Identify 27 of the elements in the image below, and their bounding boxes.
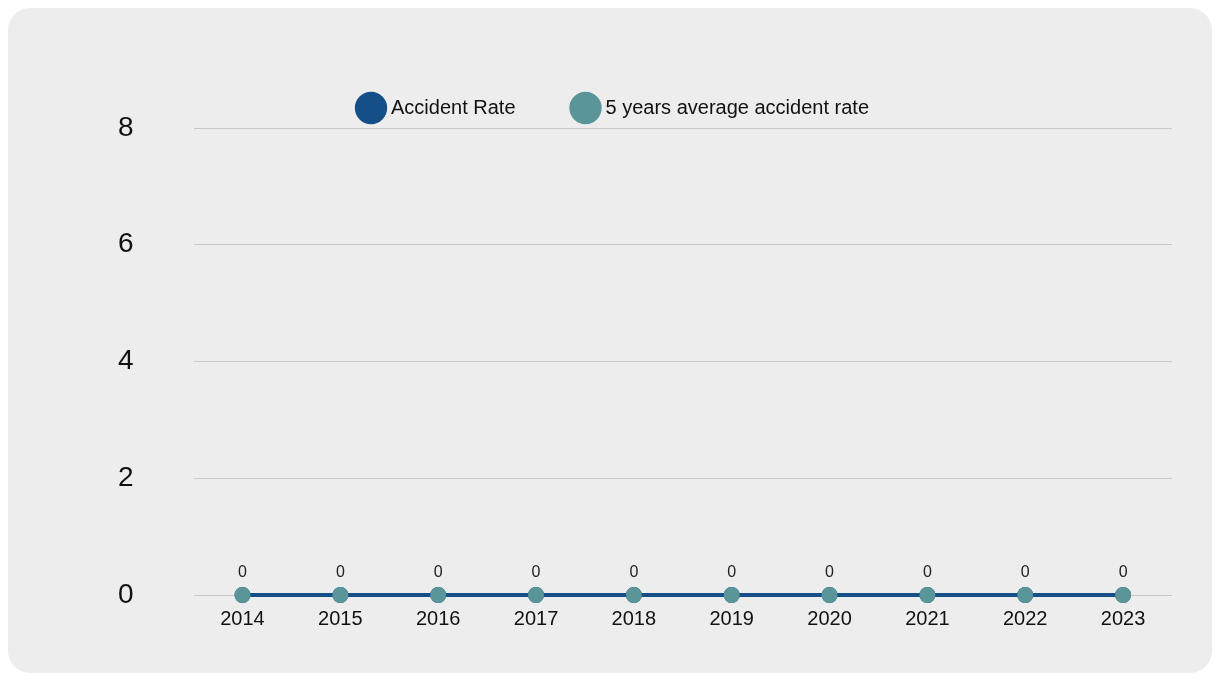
data-label: 0	[531, 563, 541, 581]
data-label: 0	[727, 563, 737, 581]
data-label: 0	[433, 563, 443, 581]
x-tick-label: 2018	[611, 606, 657, 629]
legend-label: Accident Rate	[391, 95, 516, 118]
data-label: 0	[1020, 563, 1030, 581]
x-tick-label: 2022	[1002, 606, 1048, 629]
x-tick-label: 2020	[807, 606, 852, 629]
x-tick-label: 2015	[318, 606, 363, 629]
data-label: 0	[629, 563, 639, 581]
data-label: 0	[922, 563, 932, 581]
y-tick-label: 6	[117, 227, 134, 259]
y-tick-label: 4	[117, 344, 134, 376]
data-label: 0	[335, 563, 345, 581]
legend-label: 5 years average accident rate	[605, 95, 870, 118]
x-tick-label: 2023	[1100, 606, 1146, 629]
data-label: 0	[1118, 563, 1128, 581]
y-tick-label: 0	[117, 577, 134, 609]
x-tick-label: 2016	[415, 606, 461, 629]
x-tick-label: 2017	[513, 606, 559, 629]
x-tick-label: 2021	[905, 606, 950, 629]
data-label: 0	[238, 563, 248, 581]
x-tick-label: 2014	[220, 606, 265, 629]
x-tick-label: 2019	[709, 606, 754, 629]
y-tick-label: 2	[117, 460, 134, 492]
data-label: 0	[825, 563, 835, 581]
y-tick-label: 8	[117, 110, 134, 142]
